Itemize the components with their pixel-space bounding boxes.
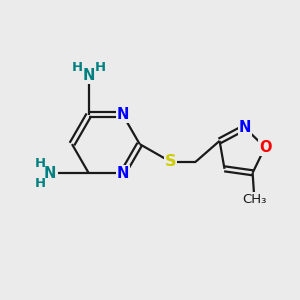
Text: N: N	[117, 107, 129, 122]
Text: H: H	[72, 61, 83, 74]
Text: N: N	[44, 166, 56, 181]
Text: CH₃: CH₃	[242, 193, 266, 206]
Text: N: N	[238, 120, 251, 135]
Text: N: N	[83, 68, 95, 83]
Text: O: O	[259, 140, 271, 155]
Text: H: H	[35, 177, 46, 190]
Text: S: S	[165, 154, 176, 169]
Text: H: H	[94, 61, 106, 74]
Text: N: N	[117, 166, 129, 181]
Text: H: H	[35, 157, 46, 169]
